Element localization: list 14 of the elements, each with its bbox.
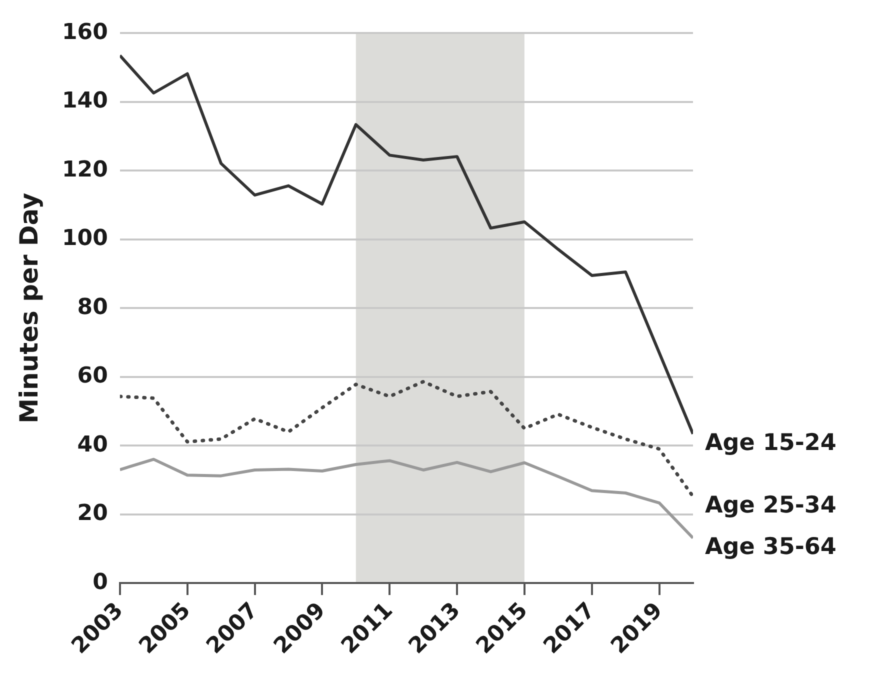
series-label: Age 15-24	[705, 430, 836, 456]
y-tick-label: 40	[77, 432, 108, 458]
line-series	[120, 380, 693, 498]
y-axis-title: Minutes per Day	[14, 192, 44, 424]
y-tick-label: 60	[77, 364, 108, 389]
series-label: Age 35-64	[705, 534, 836, 560]
y-tick-label: 120	[62, 157, 108, 182]
y-tick-label: 0	[92, 570, 108, 595]
y-tick-label: 20	[77, 501, 108, 526]
y-tick-label: 160	[62, 20, 108, 45]
y-tick-label: 140	[62, 88, 108, 114]
y-tick-label: 80	[77, 294, 108, 320]
series-label: Age 25-34	[705, 492, 836, 518]
y-tick-label: 100	[62, 226, 108, 252]
